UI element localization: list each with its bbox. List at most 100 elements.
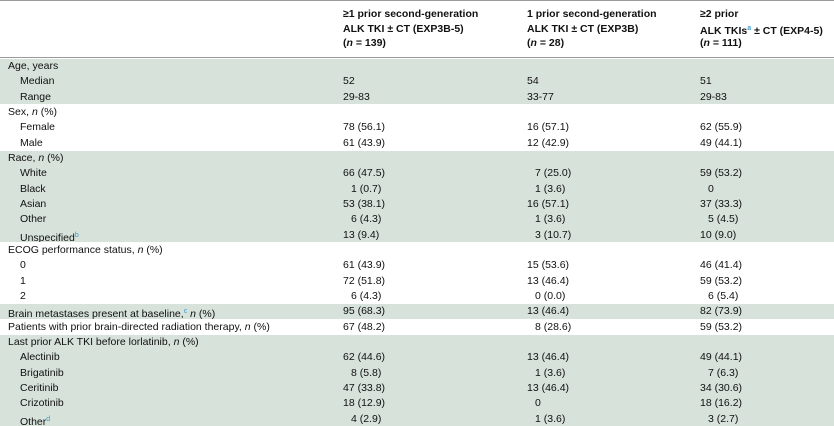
text: (%) (44, 151, 64, 164)
text: Median (20, 75, 55, 88)
cell-value: 4 (2.9) (351, 412, 382, 425)
cell-value: 13 (46.4) (527, 351, 570, 364)
cell-value: 7 (6.3) (708, 366, 739, 379)
cell-value: 12 (42.9) (527, 136, 570, 149)
cell-value: 0 (535, 397, 541, 410)
cell-value: 6 (5.4) (708, 289, 739, 302)
cell-value: 8 (28.6) (535, 320, 572, 333)
cell-value: 13 (46.4) (527, 305, 570, 318)
cell-value: 0 (0.0) (535, 289, 566, 302)
row-label: 1 (20, 274, 26, 289)
text: ALK TKI ± CT (EXP3B-5) (343, 22, 464, 35)
text: Ceritinib (20, 381, 59, 394)
cell-value: 7 (25.0) (535, 167, 572, 180)
row-label: Brigatinib (20, 366, 64, 381)
italic-text: n (173, 335, 180, 348)
row-label: Race, n (%) (8, 151, 63, 166)
table-row: 0 61 (43.9) 15 (53.6) 46 (41.4) (0, 257, 834, 272)
row-label: 0 (20, 258, 26, 273)
column-header: ALK TKIsa ± CT (EXP4-5) (700, 22, 823, 39)
table-row: Patients with prior brain-directed radia… (0, 318, 834, 335)
text: 0 (20, 259, 26, 272)
cell-value: 62 (55.9) (700, 121, 743, 134)
row-label: Age, years (8, 59, 58, 74)
table-row: Age, years (0, 58, 834, 74)
text: Sex, (8, 105, 32, 118)
cell-value: 29-83 (343, 90, 370, 103)
cell-value: 61 (43.9) (343, 259, 386, 272)
cell-value: 33-77 (527, 90, 554, 103)
text: (%) (37, 105, 58, 118)
cell-value: 53 (38.1) (343, 197, 386, 210)
text: ( (700, 37, 704, 49)
text: ≥1 prior second-generation (343, 8, 479, 20)
row-label: Patients with prior brain-directed radia… (8, 320, 270, 335)
cell-value: 66 (47.5) (343, 167, 386, 180)
cell-value: 1 (3.6) (535, 213, 566, 226)
text: Brigatinib (20, 366, 64, 379)
text: Age, years (8, 60, 59, 72)
cell-value: 59 (53.2) (700, 274, 743, 287)
cell-value: 16 (57.1) (527, 197, 570, 210)
table-row: Sex, n (%) (0, 103, 834, 119)
cell-value: 62 (44.6) (343, 351, 386, 364)
text: Unspecified (20, 231, 75, 244)
column-header: (n = 139) (343, 36, 386, 51)
text: 1 (20, 274, 26, 287)
row-label: Male (20, 136, 43, 151)
text: = 28) (536, 37, 565, 49)
row-label: Range (20, 90, 51, 105)
row-label: Median (20, 74, 54, 89)
row-label: White (20, 166, 47, 181)
cell-value: 54 (527, 75, 539, 88)
cell-value: 1 (0.7) (351, 182, 382, 195)
text: Crizotinib (20, 397, 64, 410)
text: = 139) (352, 37, 386, 49)
cell-value: 47 (33.8) (343, 381, 386, 394)
text: Female (20, 121, 56, 134)
text: Alectinib (20, 351, 60, 364)
cell-value: 13 (46.4) (527, 381, 570, 394)
italic-text: n (190, 308, 196, 321)
cell-value: 16 (57.1) (527, 121, 570, 134)
cell-value: 59 (53.2) (700, 167, 743, 180)
table-row: ECOG performance status, n (%) (0, 241, 834, 258)
cell-value: 61 (43.9) (343, 136, 386, 149)
row-label: ECOG performance status, n (%) (8, 243, 163, 258)
row-label: Ceritinib (20, 381, 59, 396)
cell-value: 5 (4.5) (708, 213, 739, 226)
italic-text: n (38, 151, 45, 164)
text: ≥2 prior (700, 8, 739, 20)
text: ECOG performance status, (8, 243, 138, 256)
text: Male (20, 136, 43, 149)
table-row: Male 61 (43.9) 12 (42.9) 49 (44.1) (0, 135, 834, 150)
table-row: Female 78 (56.1) 16 (57.1) 62 (55.9) (0, 119, 834, 134)
text: ALK TKI ± CT (EXP3B) (527, 22, 639, 35)
table-row: Asian 53 (38.1) 16 (57.1) 37 (33.3) (0, 195, 834, 212)
text: White (20, 167, 47, 180)
cell-value: 49 (44.1) (700, 136, 743, 149)
row-label: Alectinib (20, 350, 60, 365)
cell-value: 52 (343, 75, 355, 88)
row-label: Last prior ALK TKI before lorlatinib, n … (8, 335, 199, 350)
italic-text: n (703, 37, 710, 49)
row-label: Crizotinib (20, 396, 64, 411)
cell-value: 37 (33.3) (700, 197, 743, 210)
table-row: 1 72 (51.8) 13 (46.4) 59 (53.2) (0, 273, 834, 288)
text: Black (20, 182, 46, 195)
cell-value: 1 (3.6) (535, 182, 566, 195)
row-label: Other (20, 212, 46, 227)
cell-value: 59 (53.2) (700, 320, 743, 333)
cell-value: 3 (10.7) (535, 228, 572, 241)
italic-text: n (346, 37, 353, 49)
table-row: Alectinib 62 (44.6) 13 (46.4) 49 (44.1) (0, 349, 834, 365)
cell-value: 3 (2.7) (708, 412, 739, 425)
italic-text: n (530, 37, 537, 49)
cell-value: 18 (12.9) (343, 397, 386, 410)
cell-value: 13 (46.4) (527, 274, 570, 287)
footnote-mark: a (747, 24, 752, 32)
footnote-mark: b (74, 231, 79, 239)
column-header: 1 prior second-generation (527, 7, 657, 22)
row-label: Female (20, 120, 55, 135)
